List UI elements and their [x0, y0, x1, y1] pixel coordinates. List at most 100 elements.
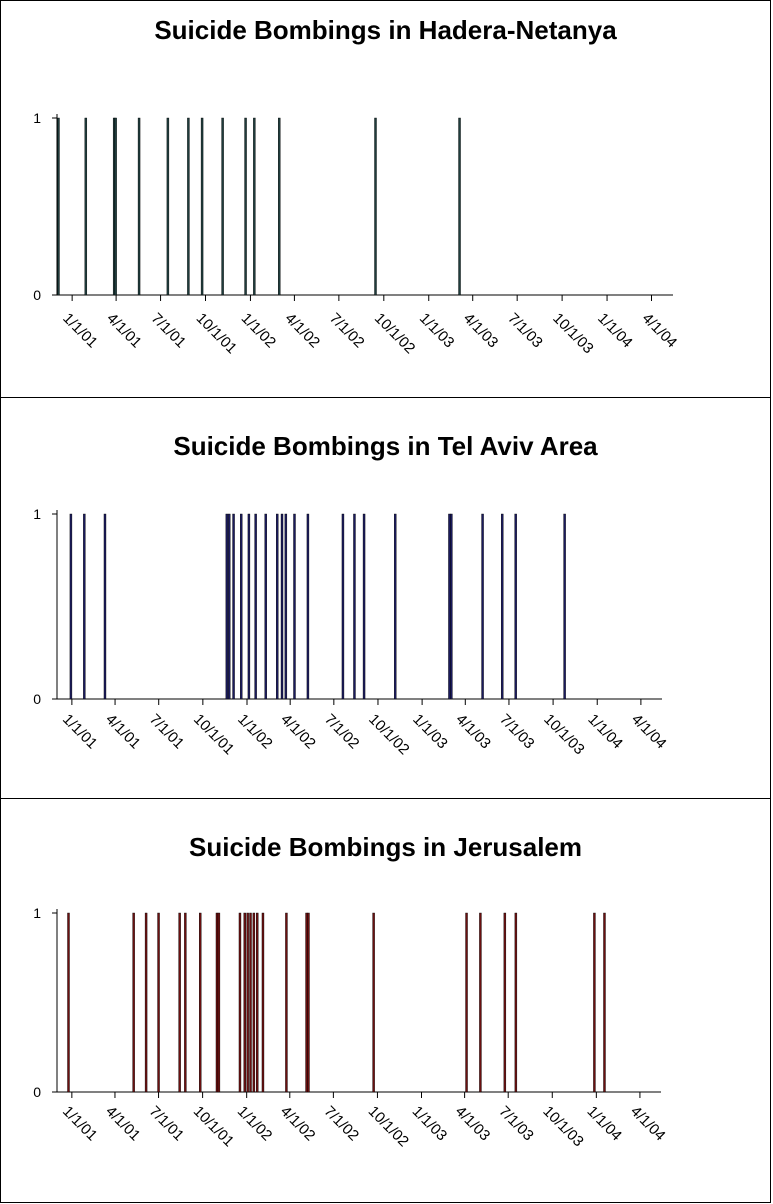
event-bar: [225, 513, 229, 700]
event-bar: [221, 117, 224, 296]
event-bar: [261, 912, 265, 1093]
event-bar: [69, 513, 73, 700]
event-bar: [394, 513, 397, 700]
event-bar: [450, 513, 453, 700]
event-bar: [252, 912, 256, 1093]
event-bar: [514, 513, 517, 700]
event-bar: [217, 912, 221, 1093]
event-bar: [83, 513, 86, 700]
event-bar: [501, 513, 504, 700]
x-tick-label: 4/1/04: [627, 1103, 669, 1145]
x-tick-label: 10/1/03: [549, 310, 596, 357]
event-bar: [593, 912, 596, 1093]
x-tick-label: 1/1/04: [594, 310, 636, 352]
event-bar: [256, 912, 259, 1093]
x-tick-label: 1/1/02: [234, 711, 276, 753]
x-tick-label: 1/1/01: [59, 711, 101, 753]
x-tick-label: 4/1/04: [639, 310, 681, 352]
y-tick-label: 1: [33, 110, 41, 126]
x-tick-label: 4/1/01: [103, 310, 145, 352]
event-bar: [514, 912, 518, 1093]
event-bar: [232, 513, 235, 700]
event-bar: [103, 513, 107, 700]
event-bar: [284, 513, 288, 700]
event-bar: [144, 912, 148, 1093]
y-tick-label: 1: [33, 905, 41, 921]
event-bar: [479, 912, 482, 1093]
x-tick-label: 4/1/03: [452, 711, 494, 753]
chart-panel-jerusalem: Suicide Bombings in Jerusalem 0 1 1/1/01 4/…: [0, 798, 771, 1203]
x-tick-label: 7/1/02: [326, 310, 368, 352]
x-tick-label: 7/1/03: [495, 1103, 537, 1145]
chart-title: Suicide Bombings in Hadera-Netanya: [154, 15, 617, 45]
event-bar: [278, 117, 281, 296]
event-bar: [199, 912, 202, 1093]
event-bar: [157, 912, 160, 1093]
x-tick-label: 4/1/04: [628, 711, 670, 753]
event-bar: [249, 912, 252, 1093]
event-bar: [276, 513, 279, 700]
x-tick-label: 10/1/02: [371, 310, 418, 357]
x-tick-label: 10/1/01: [190, 711, 237, 758]
event-bar: [215, 912, 219, 1093]
event-bar: [114, 117, 117, 296]
event-bar: [563, 513, 566, 700]
chart-title: Suicide Bombings in Tel Aviv Area: [173, 431, 598, 461]
event-bar: [503, 912, 507, 1093]
event-bar: [178, 912, 181, 1093]
x-tick-label: 10/1/02: [365, 1103, 412, 1150]
x-tick-label: 7/1/01: [148, 310, 190, 352]
x-tick-label: 1/1/01: [59, 1103, 101, 1145]
x-tick-label: 7/1/02: [321, 1103, 363, 1145]
x-tick-label: 10/1/03: [540, 711, 587, 758]
y-tick-label: 0: [33, 691, 41, 707]
event-bar: [481, 513, 484, 700]
y-tick-label: 1: [33, 506, 41, 522]
event-bar: [84, 117, 88, 296]
chart-panel-hadera: Suicide Bombings in Hadera-Netanya 0 1 1/1…: [0, 0, 771, 398]
event-bar: [187, 117, 190, 296]
x-tick-label: 4/1/01: [102, 1103, 144, 1145]
event-bar: [253, 117, 256, 296]
event-bar: [307, 912, 310, 1093]
event-bar: [306, 513, 310, 700]
event-bar: [280, 513, 284, 700]
event-bar: [247, 513, 251, 700]
x-tick-label: 1/1/02: [238, 310, 280, 352]
event-bar: [254, 513, 257, 700]
event-bar: [244, 117, 247, 296]
event-bar: [353, 513, 356, 700]
y-tick-label: 0: [33, 1084, 41, 1100]
chart-svg: 011/1/01 4/1/01 7/1/01 10/1/011/1/02 4/1/02 7…: [33, 506, 670, 758]
x-tick-label: 10/1/03: [539, 1103, 586, 1150]
event-bar: [603, 912, 606, 1093]
event-bar: [240, 513, 243, 700]
event-bar: [305, 912, 308, 1093]
event-bar: [184, 912, 187, 1093]
event-bar: [238, 912, 242, 1093]
x-tick-label: 1/1/03: [409, 711, 451, 753]
x-tick-label: 10/1/01: [193, 310, 240, 357]
x-tick-label: 4/1/02: [277, 711, 319, 753]
x-tick-label: 1/1/04: [584, 711, 626, 753]
y-tick-label: 0: [33, 287, 41, 303]
chart-svg: 011/1/01 4/1/01 7/1/01 10/1/011/1/02 4/1/02 7…: [33, 110, 681, 357]
x-tick-label: 7/1/02: [321, 711, 363, 753]
event-bar: [246, 912, 249, 1093]
x-tick-label: 7/1/03: [504, 310, 546, 352]
x-tick-label: 10/1/01: [190, 1103, 237, 1150]
event-bar: [285, 912, 288, 1093]
chart-panel-tel-aviv: Suicide Bombings in Tel Aviv Area 0 1 1/1/…: [0, 397, 771, 799]
event-bar: [293, 513, 296, 700]
x-tick-label: 4/1/02: [277, 1103, 319, 1145]
event-bar: [372, 912, 375, 1093]
x-tick-label: 7/1/03: [496, 711, 538, 753]
x-tick-label: 7/1/01: [146, 711, 188, 753]
x-tick-label: 1/1/03: [409, 1103, 451, 1145]
x-tick-label: 4/1/02: [282, 310, 324, 352]
x-tick-label: 4/1/01: [102, 711, 144, 753]
event-bar: [200, 117, 204, 296]
x-tick-label: 1/1/02: [234, 1103, 276, 1145]
event-bar: [137, 117, 141, 296]
event-bar: [465, 912, 468, 1093]
